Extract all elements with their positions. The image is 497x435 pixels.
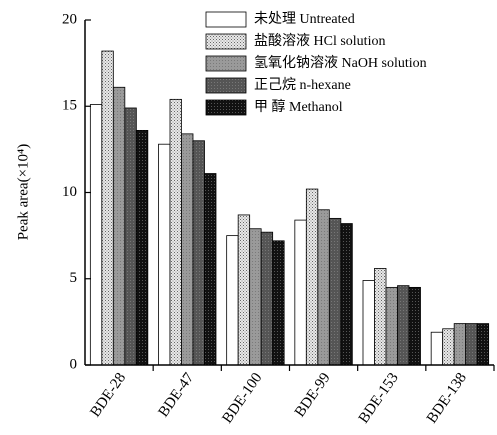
x-ticks: BDE-28 BDE-47 BDE-100 BDE-99 BDE-153 BDE-138 <box>87 365 495 426</box>
legend-label: 盐酸溶液 HCl solution <box>254 33 385 49</box>
legend-swatch <box>205 99 247 116</box>
legend-swatch <box>205 55 247 72</box>
bar <box>476 323 490 366</box>
bar <box>430 331 444 366</box>
bar <box>465 323 478 366</box>
bar <box>328 217 342 366</box>
bar <box>124 107 137 366</box>
bar <box>272 240 285 366</box>
bar <box>181 133 194 366</box>
bar <box>158 143 171 366</box>
x-category-label: BDE-138 <box>424 370 470 426</box>
legend-label: 未处理 Untreated <box>254 11 355 27</box>
bar <box>374 267 387 366</box>
y-ticks: 0 5 10 15 20 <box>62 11 91 372</box>
legend-swatch <box>205 77 247 94</box>
x-category-label: BDE-100 <box>219 370 265 426</box>
y-axis-label: Peak area(×10⁴) <box>15 144 31 241</box>
bar <box>101 50 114 366</box>
x-category-label: BDE-99 <box>292 370 334 420</box>
y-tick-label: 10 <box>62 184 77 200</box>
bar <box>89 104 103 366</box>
bar <box>294 219 307 366</box>
bar <box>305 188 319 366</box>
bar <box>385 286 398 366</box>
legend-label: 氢氧化钠溶液 NaOH solution <box>254 55 427 71</box>
x-category-label: BDE-47 <box>156 370 198 421</box>
legend-label: 甲 醇 Methanol <box>254 98 343 115</box>
legend-swatch <box>205 33 247 50</box>
bar <box>169 98 182 366</box>
legend-swatch <box>205 11 247 28</box>
bar <box>237 214 251 366</box>
bar <box>204 173 217 366</box>
bar <box>112 86 126 366</box>
bar <box>397 285 410 366</box>
bar <box>362 280 375 366</box>
y-tick-label: 15 <box>62 98 77 114</box>
bar <box>192 140 205 366</box>
y-tick-label: 0 <box>70 356 78 372</box>
bar <box>453 323 467 366</box>
x-category-label: BDE-28 <box>87 370 129 420</box>
bar <box>260 231 274 366</box>
bar <box>442 328 455 366</box>
bar <box>249 228 262 366</box>
bar <box>135 129 149 366</box>
x-category-label: BDE-153 <box>356 370 402 426</box>
legend-label: 正己烷 n-hexane <box>254 77 351 93</box>
y-tick-label: 5 <box>70 270 78 286</box>
bars-group <box>89 50 490 366</box>
legend: 未处理 Untreated 盐酸溶液 HCl solution 氢氧化钠溶液 NaO… <box>205 11 427 116</box>
bar <box>408 286 421 366</box>
bar <box>317 209 330 366</box>
y-tick-label: 20 <box>62 11 77 27</box>
bar <box>340 223 353 366</box>
bar <box>226 235 239 366</box>
